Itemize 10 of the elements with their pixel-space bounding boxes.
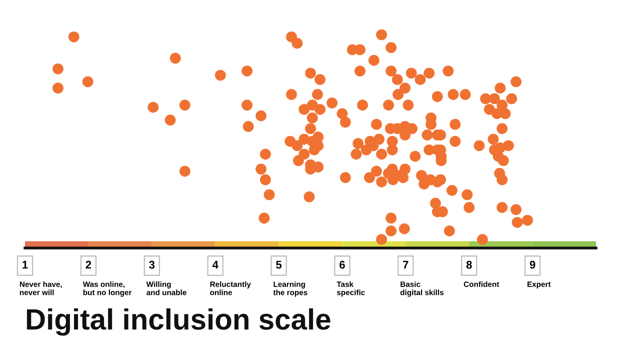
x-tick-label: 9	[530, 260, 536, 269]
x-tick-label: 5	[276, 260, 282, 269]
x-tick-label: 4	[212, 260, 218, 269]
text: Digital inclusion scale	[26, 308, 330, 336]
x-tick-label: 1	[22, 260, 28, 269]
x-tick-label: 2	[86, 260, 92, 269]
x-tick-label: 6	[340, 260, 345, 269]
x-tick-label: 7	[403, 260, 408, 269]
x-tick-label: 3	[149, 260, 155, 269]
x-tick-label: 8	[466, 260, 472, 269]
